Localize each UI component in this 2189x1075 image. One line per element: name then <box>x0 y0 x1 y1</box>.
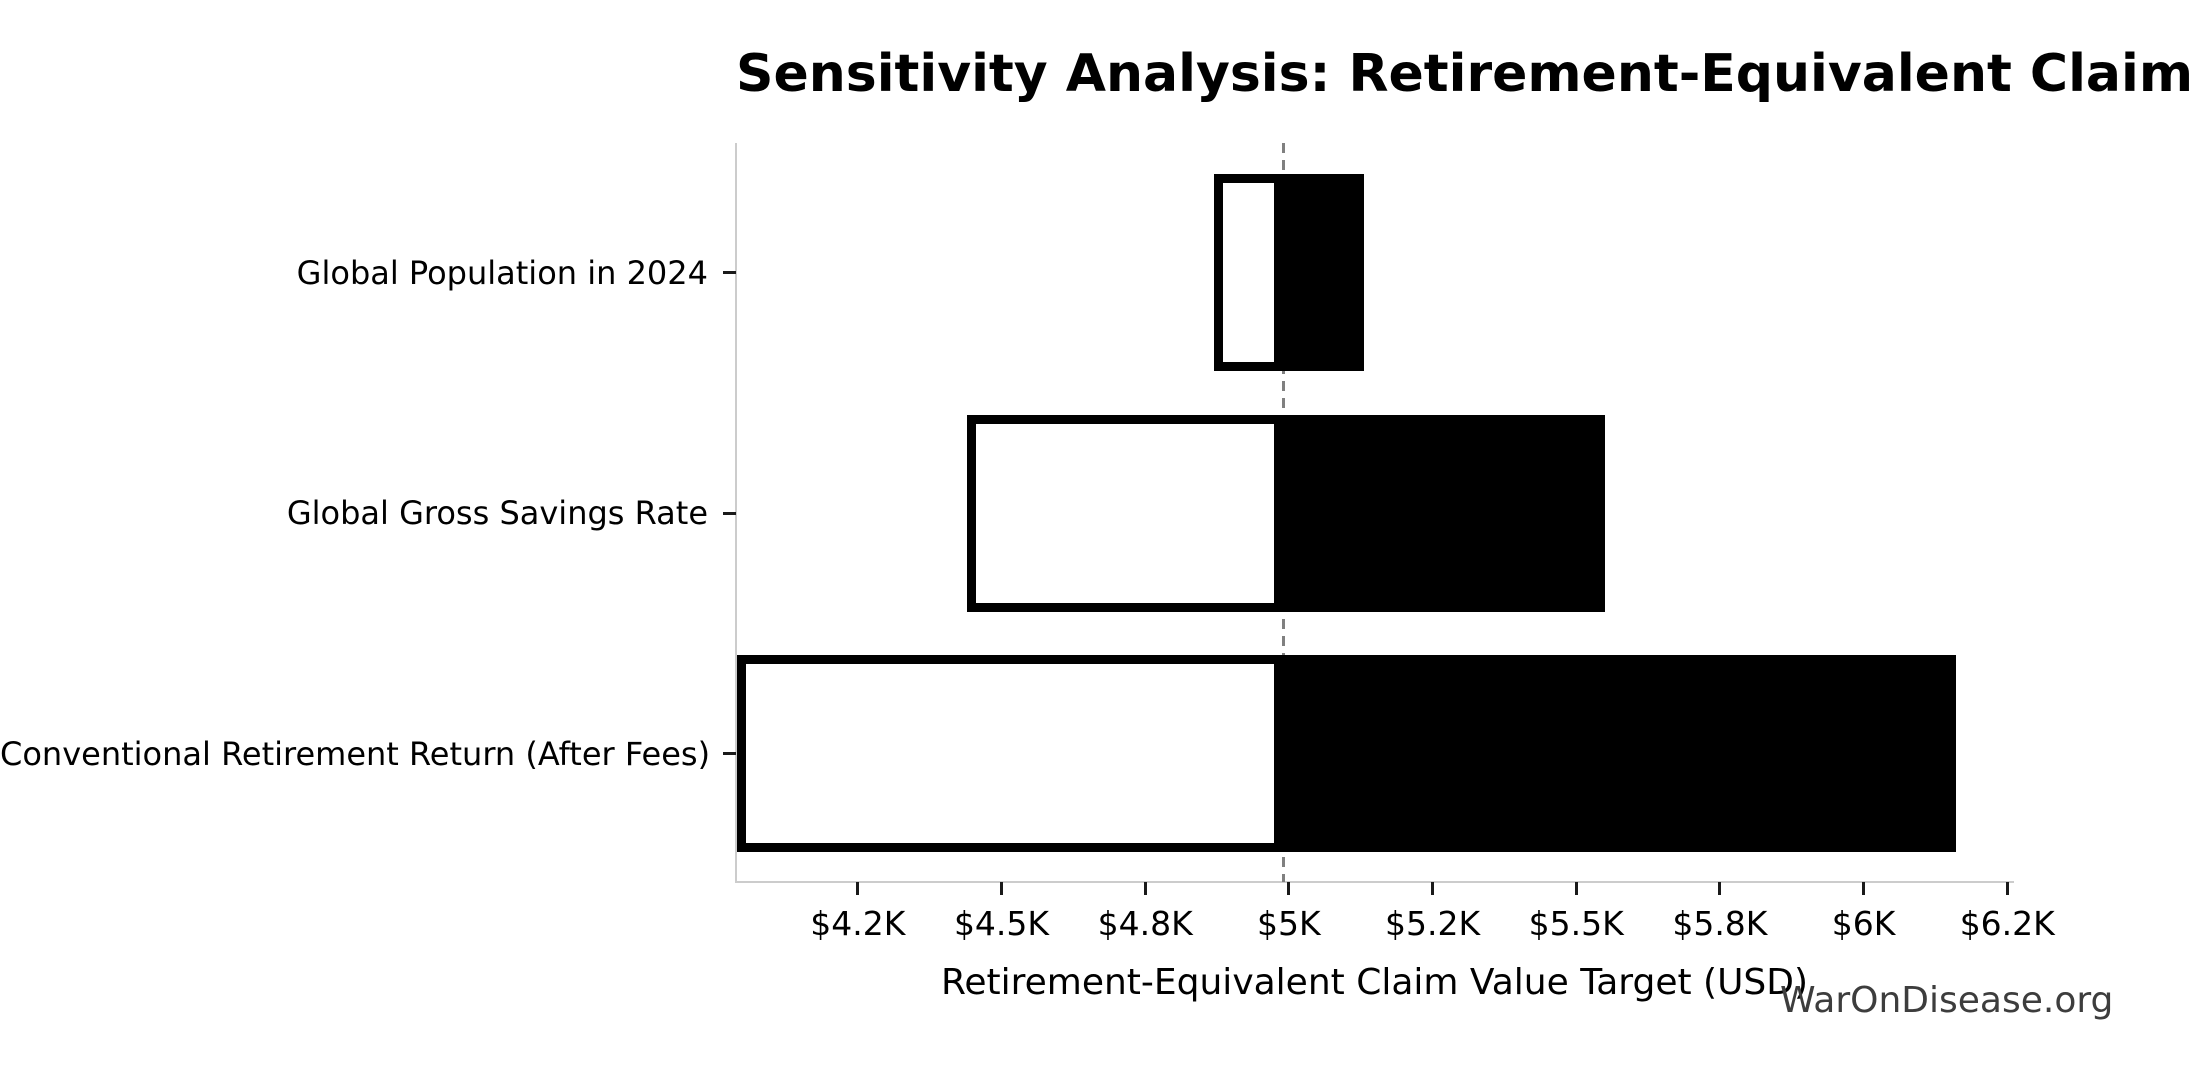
x-tick-mark <box>1143 882 1147 895</box>
x-tick-mark <box>1862 882 1866 895</box>
x-tick-mark <box>856 882 860 895</box>
y-tick-label: Conventional Retirement Return (After Fe… <box>0 734 711 773</box>
x-tick-label: $4.5K <box>953 904 1050 943</box>
bar-high-segment <box>1283 174 1364 371</box>
y-tick-mark <box>723 752 736 755</box>
bar-low-segment <box>967 414 1284 612</box>
x-tick-mark <box>2005 882 2009 895</box>
x-tick-mark <box>1431 882 1435 895</box>
x-tick-mark <box>1287 882 1291 895</box>
x-tick-label: $6K <box>1831 904 1896 943</box>
chart-title: Sensitivity Analysis: Retirement-Equival… <box>736 44 2189 104</box>
x-tick-label: $4.8K <box>1097 904 1193 943</box>
x-tick-mark <box>1574 882 1578 895</box>
bar-high-segment <box>1283 655 1956 852</box>
y-tick-mark <box>723 511 736 515</box>
bar-low-segment <box>737 655 1284 852</box>
x-tick-label: $5.2K <box>1384 904 1481 943</box>
bar-high-segment <box>1283 414 1605 612</box>
x-tick-label: $5.8K <box>1672 904 1768 943</box>
x-tick-label: $5.5K <box>1528 904 1624 943</box>
x-tick-mark <box>1718 882 1722 895</box>
y-tick-label: Global Gross Savings Rate <box>286 494 708 532</box>
watermark-text: WarOnDisease.org <box>1780 980 2114 1021</box>
x-tick-label: $4.2K <box>810 904 906 943</box>
x-tick-label: $5K <box>1257 904 1321 943</box>
x-axis-spine <box>735 881 2014 883</box>
y-tick-mark <box>723 271 736 274</box>
y-tick-label: Global Population in 2024 <box>296 253 708 292</box>
y-axis-spine <box>735 143 737 882</box>
bar-low-segment <box>1214 174 1284 371</box>
x-tick-mark <box>1000 882 1003 895</box>
x-axis-title: Retirement-Equivalent Claim Value Target… <box>940 962 1809 1003</box>
x-tick-label: $6.2K <box>1959 904 2055 943</box>
